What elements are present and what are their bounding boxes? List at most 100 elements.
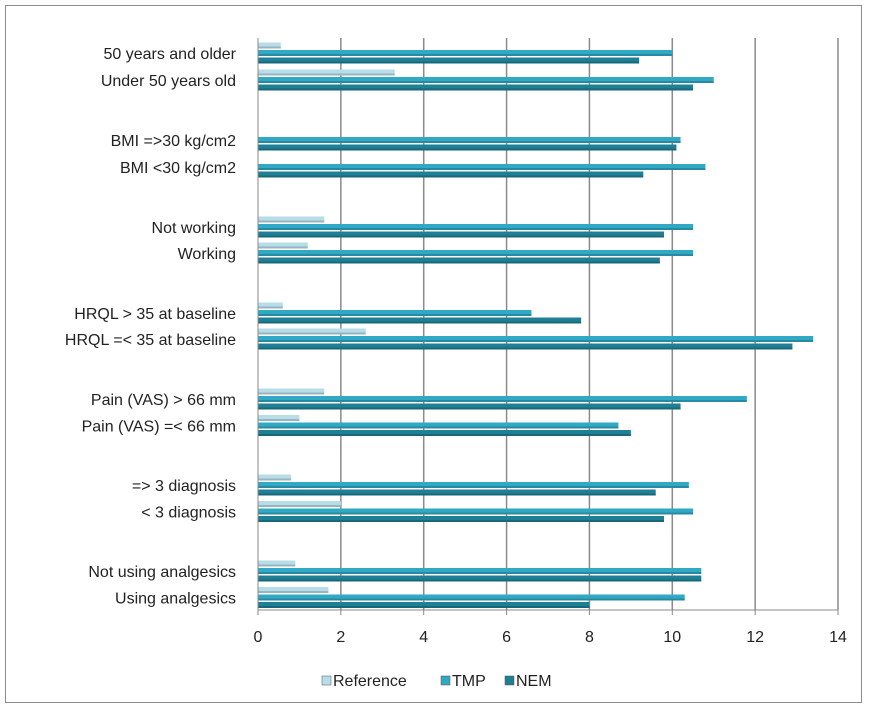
bar-shade: [258, 407, 681, 410]
category-label: BMI =>30 kg/cm2: [111, 133, 236, 150]
bar-nem: [258, 84, 693, 91]
bar-shade: [258, 168, 706, 170]
bar-nem: [258, 144, 677, 151]
x-tick-label: 14: [829, 629, 847, 646]
bar-nem: [258, 343, 793, 350]
tick-labels: 0 2 4 6 8 10 12 14: [254, 629, 847, 646]
category-label: Pain (VAS) > 66 mm: [91, 392, 236, 409]
x-tick-label: 10: [663, 629, 681, 646]
bar-shade: [258, 175, 644, 178]
category-label: Pain (VAS) =< 66 mm: [82, 419, 236, 436]
bar-shade: [258, 228, 693, 230]
gridlines: [340, 38, 839, 610]
bar-shade: [258, 321, 582, 324]
bar-reference: [258, 474, 292, 481]
bar-reference: [258, 69, 395, 76]
x-tick-label: 6: [502, 629, 511, 646]
bar-tmp: [258, 396, 747, 402]
bar-shade: [258, 235, 664, 238]
bar-shade: [258, 434, 631, 436]
bar-reference: [258, 415, 300, 421]
bar-nem: [258, 403, 681, 410]
bar-shade: [258, 400, 747, 402]
legend-swatch-reference: [321, 675, 332, 686]
bar-shade: [258, 493, 656, 496]
bar-nem: [258, 231, 664, 238]
bar-tmp: [258, 137, 681, 143]
bar-shade: [258, 246, 308, 249]
bar-reference: [258, 302, 283, 309]
category-label: < 3 diagnosis: [141, 505, 236, 522]
bar-reference: [258, 560, 296, 567]
bar-reference: [258, 42, 281, 49]
bar-shade: [258, 73, 395, 76]
legend-swatch-tmp: [440, 675, 451, 686]
category-label: Using analgesics: [115, 591, 236, 608]
legend-label-reference: Reference: [333, 673, 407, 690]
x-tick-label: 2: [336, 629, 345, 646]
bar-shade: [258, 81, 714, 83]
legend: Reference TMP NEM: [321, 673, 552, 690]
category-label: => 3 diagnosis: [132, 478, 236, 495]
bar-tmp: [258, 422, 619, 429]
x-tick-label: 8: [585, 629, 594, 646]
bar-reference: [258, 587, 329, 593]
bar-nem: [258, 257, 660, 264]
bar-shade: [258, 254, 693, 256]
bar-nem: [258, 317, 582, 324]
bar-shade: [258, 220, 325, 223]
bar-tmp: [258, 482, 689, 488]
x-tick-label: 12: [746, 629, 764, 646]
bar-shade: [258, 606, 590, 608]
x-tick-label: 0: [254, 629, 263, 646]
category-label: HRQL =< 35 at baseline: [65, 332, 236, 349]
bar-nem: [258, 430, 631, 436]
bar-shade: [258, 347, 793, 350]
bar-shade: [258, 598, 685, 601]
bar-tmp: [258, 310, 532, 316]
category-labels: Using analgesics Not using analgesics < 3 …: [65, 46, 237, 608]
bar-shade: [258, 579, 702, 582]
bar-shade: [258, 478, 292, 481]
bar-shade: [258, 340, 814, 342]
bar-reference: [258, 242, 308, 249]
bar-shade: [258, 512, 693, 515]
bar-reference: [258, 216, 325, 223]
bars: [258, 42, 814, 608]
bar-shade: [258, 141, 681, 143]
bar-reference: [258, 388, 325, 395]
chart-frame: [5, 5, 862, 703]
bar-shade: [258, 564, 296, 567]
bar-tmp: [258, 164, 706, 170]
category-label: BMI <30 kg/cm2: [120, 160, 236, 177]
bar-tmp: [258, 508, 693, 515]
bar-shade: [258, 332, 366, 335]
bar-shade: [258, 61, 640, 64]
bar-shade: [258, 54, 673, 56]
bar-shade: [258, 486, 689, 488]
bar-shade: [258, 426, 619, 429]
bar-reference: [258, 328, 366, 335]
legend-swatch-nem: [504, 675, 515, 686]
x-tick-label: 4: [419, 629, 428, 646]
bar-nem: [258, 575, 702, 582]
bar-shade: [258, 572, 702, 574]
bar-tmp: [258, 568, 702, 574]
bar-nem: [258, 516, 664, 522]
bar-shade: [258, 591, 329, 593]
category-label: Under 50 years old: [101, 73, 236, 90]
category-label: Not using analgesics: [88, 564, 236, 581]
bar-shade: [258, 88, 693, 91]
category-label: Not working: [152, 220, 236, 237]
bar-tmp: [258, 594, 685, 601]
bar-shade: [258, 306, 283, 309]
bar-tmp: [258, 224, 693, 230]
legend-label-tmp: TMP: [452, 673, 486, 690]
bar-shade: [258, 392, 325, 395]
bar-shade: [258, 314, 532, 316]
bar-nem: [258, 171, 644, 178]
bar-shade: [258, 46, 281, 49]
bar-nem: [258, 57, 640, 64]
bar-shade: [258, 505, 341, 507]
